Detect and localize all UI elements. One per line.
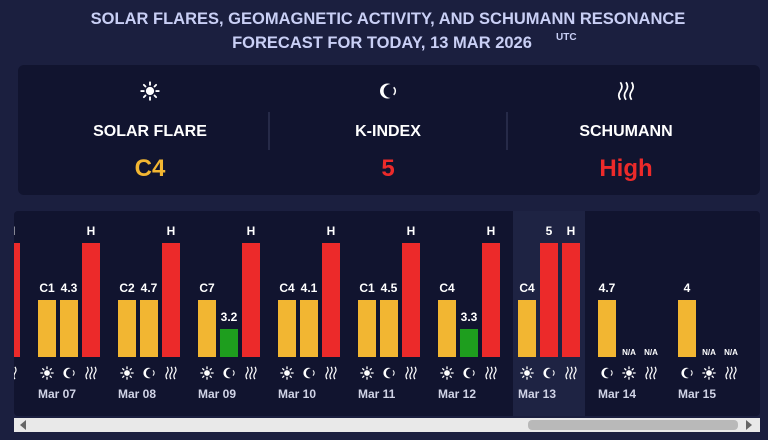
flare-label: C4 xyxy=(439,281,455,295)
schumann-label: H xyxy=(327,224,336,238)
sun-icon xyxy=(140,81,160,101)
date-label: Mar 13 xyxy=(518,387,556,401)
schumann-bar xyxy=(402,243,420,357)
flare-bar xyxy=(358,300,376,357)
scroll-thumb[interactable] xyxy=(528,420,738,430)
sun-icon xyxy=(200,366,214,380)
kindex-bar xyxy=(60,300,78,357)
utc-label: UTC xyxy=(556,32,577,43)
summary-label: SCHUMANN xyxy=(579,123,672,140)
sun-icon xyxy=(440,366,454,380)
schumann-label: H xyxy=(567,224,576,238)
title: SOLAR FLARES, GEOMAGNETIC ACTIVITY, AND … xyxy=(91,10,686,28)
flare-label: C2 xyxy=(119,281,135,295)
date-label: Mar 10 xyxy=(278,387,316,401)
kindex-label: 5 xyxy=(546,224,553,238)
kindex-label: 4.5 xyxy=(381,281,398,295)
date-label: Mar 14 xyxy=(598,387,636,401)
schumann-bar xyxy=(482,243,500,357)
summary-card xyxy=(18,65,760,195)
flare-bar xyxy=(38,300,56,357)
kindex-label: 3.3 xyxy=(461,310,478,324)
sun-icon xyxy=(120,366,134,380)
schumann-bar xyxy=(14,243,20,357)
na-label: N/A xyxy=(644,348,658,357)
schumann-bar xyxy=(242,243,260,357)
sun-icon xyxy=(40,366,54,380)
kindex-bar xyxy=(220,329,238,357)
kindex-label: 4.1 xyxy=(301,281,318,295)
schumann-label: H xyxy=(247,224,256,238)
flare-label: C1 xyxy=(39,281,55,295)
flare-label: C7 xyxy=(199,281,215,295)
schumann-bar xyxy=(562,243,580,357)
schumann-label: H xyxy=(407,224,416,238)
kindex-bar xyxy=(300,300,318,357)
schumann-bar xyxy=(322,243,340,357)
schumann-bar xyxy=(82,243,100,357)
kindex-label: 4.3 xyxy=(61,281,78,295)
flare-bar xyxy=(518,300,536,357)
flare-label: C4 xyxy=(519,281,535,295)
summary-value: C4 xyxy=(135,155,166,182)
kindex-bar xyxy=(678,300,696,357)
date-label: Mar 07 xyxy=(38,387,76,401)
summary-value: 5 xyxy=(381,155,394,182)
date-label: Mar 15 xyxy=(678,387,716,401)
sun-icon xyxy=(280,366,294,380)
na-label: N/A xyxy=(724,348,738,357)
date-label: Mar 09 xyxy=(198,387,236,401)
schumann-label: H xyxy=(167,224,176,238)
title: FORECAST FOR TODAY, 13 MAR 2026 xyxy=(232,34,532,52)
flare-bar xyxy=(438,300,456,357)
date-label: Mar 08 xyxy=(118,387,156,401)
flare-bar xyxy=(278,300,296,357)
schumann-label: H xyxy=(87,224,96,238)
summary-label: K-INDEX xyxy=(355,123,421,140)
kindex-label: 4 xyxy=(684,281,691,295)
kindex-bar xyxy=(380,300,398,357)
kindex-label: 4.7 xyxy=(141,281,158,295)
kindex-label: 4.7 xyxy=(599,281,616,295)
sun-icon xyxy=(360,366,374,380)
kindex-bar xyxy=(598,300,616,357)
sun-icon xyxy=(702,366,716,380)
na-label: N/A xyxy=(702,348,716,357)
schumann-bar xyxy=(162,243,180,357)
sun-icon xyxy=(520,366,534,380)
flare-bar xyxy=(198,300,216,357)
scroll-right[interactable] xyxy=(746,420,752,430)
summary-value: High xyxy=(599,155,652,182)
date-label: Mar 11 xyxy=(358,387,396,401)
na-label: N/A xyxy=(622,348,636,357)
kindex-bar xyxy=(540,243,558,357)
kindex-bar xyxy=(460,329,478,357)
schumann-label: H xyxy=(487,224,496,238)
summary-label: SOLAR FLARE xyxy=(93,123,207,140)
kindex-bar xyxy=(140,300,158,357)
scroll-left[interactable] xyxy=(20,420,26,430)
kindex-label: 3.2 xyxy=(221,310,238,324)
flare-label: C4 xyxy=(279,281,295,295)
schumann-label: H xyxy=(7,224,16,238)
flare-label: C1 xyxy=(359,281,375,295)
flare-bar xyxy=(118,300,136,357)
date-label: Mar 12 xyxy=(438,387,476,401)
sun-icon xyxy=(622,366,636,380)
days: H C1 4.3 H Mar 07 C2 4.7 H Mar 08 C7 3.2 H Mar 09 C4 4… xyxy=(7,224,738,401)
